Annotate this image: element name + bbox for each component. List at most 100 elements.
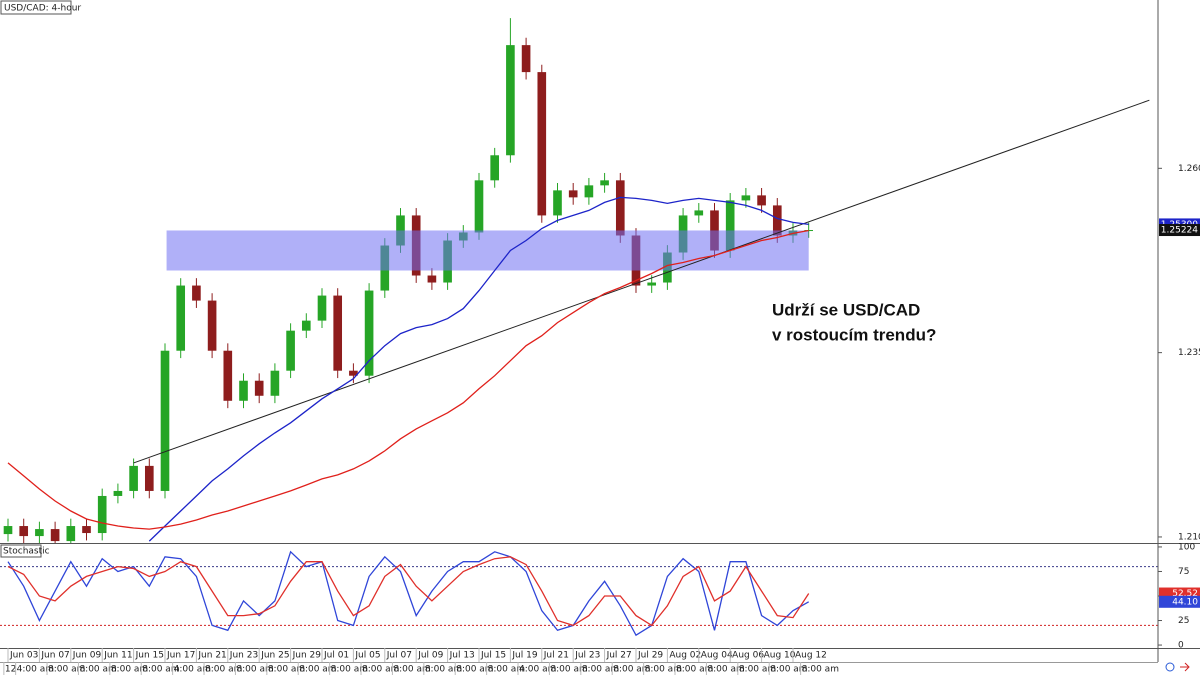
candle-body <box>333 295 343 371</box>
candle-body <box>568 190 578 198</box>
time-tick-label: 8:00 am <box>362 665 399 675</box>
candle-body <box>82 526 91 534</box>
indicator-title: Stochastic <box>3 547 50 557</box>
candle-body <box>3 526 13 535</box>
price-tag-label: 44.10 <box>1172 597 1198 607</box>
candle-body <box>207 300 217 351</box>
candle-body <box>725 200 735 251</box>
x-tick-label: Jun 23 <box>229 651 258 661</box>
candle-body <box>129 465 138 491</box>
stochastic-panel <box>0 550 1158 637</box>
time-tick-label: 8:00 am <box>79 665 116 675</box>
y-tick-label: 100 <box>1178 542 1195 552</box>
x-tick-label: Jul 29 <box>637 651 663 661</box>
y-tick-label: 75 <box>1178 567 1189 577</box>
time-tick-label: 8:00 am <box>236 665 273 675</box>
candle-body <box>144 465 154 491</box>
x-tick-label: Jul 19 <box>511 651 537 661</box>
x-tick-label: Jun 21 <box>197 651 226 661</box>
x-tick-label: Jul 15 <box>480 651 506 661</box>
time-tick-label: 8:00 am <box>613 665 650 675</box>
indicator-box <box>0 544 42 558</box>
x-tick-label: Aug 06 <box>732 651 764 661</box>
candle-body <box>176 285 186 351</box>
candle-body <box>364 290 374 376</box>
time-tick-label: 4:00 am <box>17 665 54 675</box>
time-tick-label: 8:00 am <box>770 665 807 675</box>
candle-body <box>286 330 295 371</box>
time-tick-label: 8:00 am <box>550 665 587 675</box>
time-tick-label: 12 <box>5 665 16 675</box>
x-tick-label: Aug 04 <box>701 651 733 661</box>
time-tick-label: 8:00 am <box>142 665 179 675</box>
x-tick-label: Jul 05 <box>354 651 380 661</box>
candle-body <box>584 185 594 198</box>
candle-body <box>647 282 657 286</box>
x-tick-label: Aug 12 <box>795 651 827 661</box>
candle-body <box>192 285 201 301</box>
annotation: v rostoucím trendu? <box>772 325 936 344</box>
candle-body <box>553 190 562 216</box>
x-tick-label: Jul 21 <box>543 651 569 661</box>
price-tag <box>1159 595 1200 608</box>
indicator-line <box>7 550 810 637</box>
indicator-line <box>7 229 809 530</box>
candle-body <box>223 350 233 401</box>
x-tick-label: Jun 29 <box>292 651 322 661</box>
price-panel <box>3 18 1150 543</box>
candle-body <box>254 380 264 396</box>
x-tick-label: Jul 01 <box>323 651 349 661</box>
candle-body <box>113 490 123 496</box>
chart-title: USD/CAD: 4-hour <box>4 4 81 14</box>
candle-body <box>35 529 44 537</box>
time-tick-label: 8:00 am <box>425 665 462 675</box>
time-tick-label: 8:00 am <box>488 665 525 675</box>
candle-body <box>474 180 484 233</box>
candle-body <box>741 195 751 201</box>
y-tick-label: 25 <box>1178 616 1189 626</box>
x-tick-label: Jul 09 <box>417 651 443 661</box>
time-tick-label: 8:00 am <box>393 665 430 675</box>
candle-body <box>600 180 609 186</box>
x-tick-label: Jul 13 <box>449 651 475 661</box>
indicator-line <box>7 556 810 627</box>
candle-body <box>521 45 531 73</box>
price-tag <box>1159 224 1200 237</box>
x-tick-label: Jul 27 <box>606 651 632 661</box>
candle-body <box>239 380 248 401</box>
candle-body <box>757 195 766 206</box>
x-tick-label: Jun 25 <box>260 651 289 661</box>
candle-body <box>317 295 327 321</box>
x-tick-label: Jun 03 <box>9 651 38 661</box>
candle-body <box>97 495 107 534</box>
candle-body <box>270 370 280 396</box>
candle-body <box>490 155 500 181</box>
link-icon[interactable] <box>1165 662 1175 672</box>
x-tick-label: Jun 07 <box>40 651 69 661</box>
scroll-icon[interactable] <box>1180 662 1190 672</box>
x-tick-label: Jun 09 <box>72 651 102 661</box>
candle-body <box>66 526 76 542</box>
candle-body <box>50 529 60 542</box>
candle-body <box>427 275 437 283</box>
x-tick-label: Jun 17 <box>166 651 195 661</box>
candle-body <box>615 180 625 236</box>
time-tick-label: 8:00 am <box>582 665 619 675</box>
time-tick-label: 8:00 am <box>299 665 336 675</box>
time-tick-label: 8:00 am <box>48 665 85 675</box>
indicator-line <box>148 196 809 542</box>
y-tick-label: 1.23561 <box>1178 348 1200 358</box>
y-tick-label: 0 <box>1178 641 1184 651</box>
time-tick-label: 8:00 am <box>111 665 148 675</box>
candle-body <box>349 370 358 376</box>
title-box <box>0 0 72 15</box>
time-tick-label: 8:00 am <box>205 665 242 675</box>
price-tag-label: 1.25224 <box>1161 226 1198 236</box>
time-tick-label: 4:00 am <box>174 665 211 675</box>
y-tick-label: 1.21061 <box>1178 532 1200 542</box>
candle-body <box>537 72 547 216</box>
candle-body <box>160 350 170 491</box>
candle-body <box>301 320 311 331</box>
